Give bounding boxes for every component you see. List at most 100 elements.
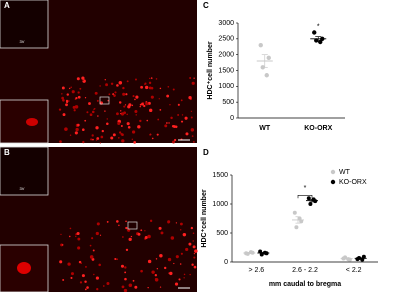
cell	[118, 81, 123, 85]
cell	[144, 83, 146, 86]
cell	[65, 99, 69, 102]
cell	[175, 222, 178, 224]
cell	[104, 79, 106, 81]
cell	[149, 133, 151, 136]
cell	[128, 237, 132, 242]
data-point	[292, 210, 297, 215]
cell	[150, 95, 154, 99]
cell	[174, 138, 177, 142]
cell	[192, 240, 194, 242]
cell	[139, 105, 141, 108]
cell	[142, 102, 145, 104]
annotation: *	[304, 185, 307, 192]
cell	[82, 128, 85, 132]
cell	[89, 113, 93, 117]
cell	[81, 274, 85, 278]
cell	[68, 235, 71, 238]
cell	[134, 98, 136, 101]
cell	[81, 76, 85, 80]
cell	[172, 88, 175, 91]
cell	[124, 277, 127, 281]
cell	[95, 231, 99, 236]
cell	[61, 244, 64, 246]
cell	[131, 104, 134, 107]
y-tick-label: 500	[222, 99, 234, 106]
cell	[68, 87, 71, 90]
cell	[169, 104, 171, 106]
cell	[170, 236, 175, 240]
cell	[97, 115, 99, 117]
cell	[173, 125, 176, 128]
cell	[169, 271, 173, 276]
cell	[143, 104, 146, 108]
cell	[110, 136, 114, 140]
cell	[149, 108, 153, 113]
cell	[158, 226, 162, 230]
cell	[145, 102, 149, 106]
cell	[182, 232, 187, 237]
y-tick-label: 2500	[218, 36, 234, 43]
cell	[172, 140, 176, 144]
legend-marker	[330, 169, 336, 175]
cell	[96, 222, 100, 226]
cell	[193, 252, 196, 255]
cell	[126, 113, 128, 116]
cell	[59, 260, 63, 264]
cell	[134, 109, 138, 113]
cell	[66, 93, 69, 96]
cell	[155, 258, 158, 260]
cell	[102, 285, 105, 287]
cell	[79, 87, 82, 90]
cell	[80, 262, 83, 265]
cell	[125, 93, 128, 96]
cell	[177, 103, 180, 106]
cell	[147, 234, 151, 239]
cell	[166, 94, 170, 98]
cell	[84, 280, 87, 283]
cell	[180, 222, 183, 226]
cell	[77, 237, 81, 241]
cell	[175, 255, 179, 259]
cell	[131, 130, 136, 134]
cell	[188, 242, 192, 246]
cell	[124, 271, 127, 274]
cell	[58, 108, 62, 111]
cell	[114, 257, 117, 261]
cell	[158, 98, 160, 100]
cell	[75, 127, 79, 132]
cell	[93, 108, 95, 111]
cell	[193, 256, 196, 259]
cell	[149, 77, 151, 80]
cell	[144, 235, 148, 240]
x-axis-label: mm caudal to bregma	[269, 281, 341, 288]
cell	[91, 257, 95, 261]
cell	[190, 226, 194, 230]
cell	[75, 97, 78, 100]
cell	[84, 288, 87, 291]
cell	[96, 288, 99, 291]
cell	[106, 122, 109, 125]
cell	[190, 110, 193, 113]
cell	[112, 133, 116, 137]
annotation: *	[317, 23, 320, 30]
y-tick-label: 1000	[212, 201, 228, 208]
cell	[59, 140, 62, 143]
cell	[116, 258, 119, 261]
cell	[170, 116, 173, 120]
cell	[193, 265, 197, 269]
cell	[140, 229, 143, 232]
cell	[164, 124, 168, 128]
cell	[155, 78, 158, 80]
data-point	[266, 55, 271, 61]
cell	[159, 253, 163, 258]
cell	[150, 77, 153, 79]
cell	[75, 235, 77, 238]
cell	[70, 86, 72, 89]
cell	[120, 124, 123, 128]
data-point	[314, 38, 319, 43]
cell	[144, 230, 146, 232]
cell	[60, 243, 64, 247]
cell	[167, 220, 171, 224]
cell	[71, 90, 75, 94]
cell	[159, 87, 162, 90]
